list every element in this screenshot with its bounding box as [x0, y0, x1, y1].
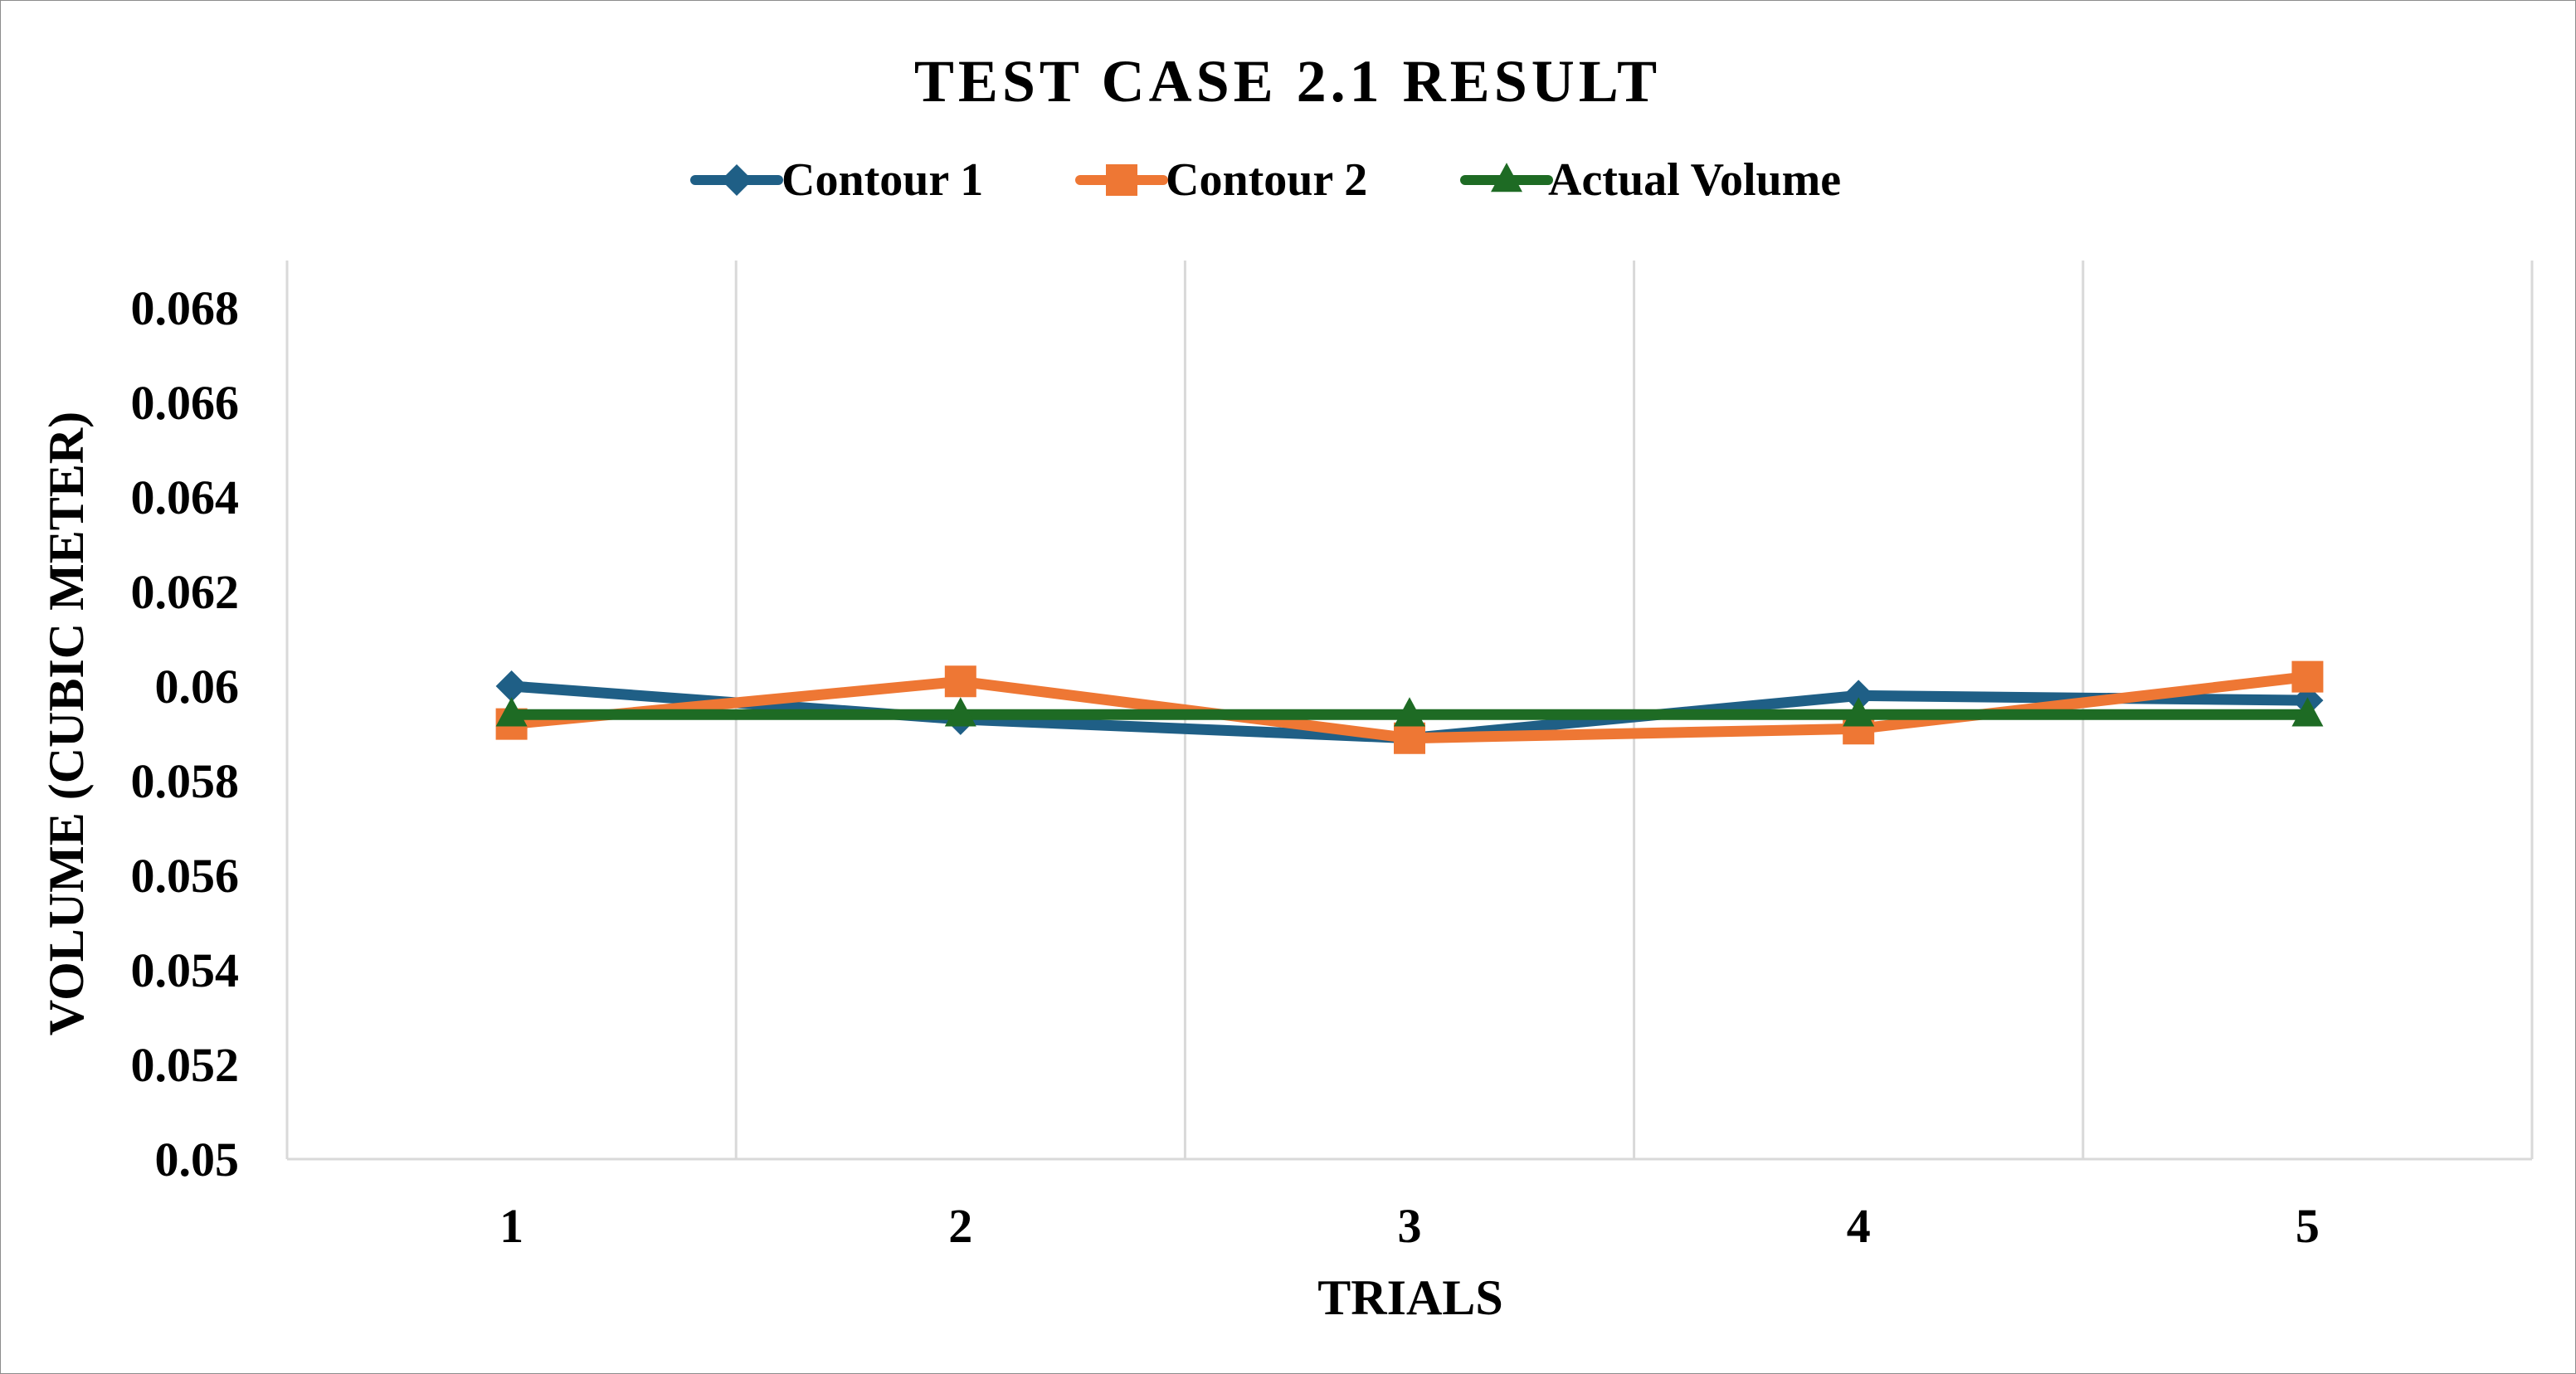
data-point-actual-volume [1394, 697, 1425, 727]
y-tick-label: 0.066 [131, 376, 240, 430]
data-point-contour-1 [1843, 680, 1875, 712]
x-tick-label: 5 [2296, 1199, 2320, 1253]
data-point-actual-volume [2291, 697, 2324, 727]
data-point-contour-2 [2291, 660, 2324, 693]
data-point-contour-1 [495, 670, 528, 702]
x-tick-label: 2 [948, 1199, 972, 1253]
data-point-contour-2 [1394, 722, 1425, 754]
series-actual-volume [495, 697, 2324, 727]
legend-label-actual-volume: Actual Volume [1548, 154, 1841, 206]
legend-marker-contour-1 [721, 164, 752, 196]
y-tick-label: 0.062 [131, 565, 240, 619]
legend-item-actual-volume: Actual Volume [1460, 154, 1841, 206]
data-point-actual-volume [1843, 697, 1875, 727]
legend: Contour 1 Contour 2 Actual Volume [690, 154, 1841, 206]
legend-label-contour-1: Contour 1 [782, 154, 983, 206]
y-tick-label: 0.058 [131, 754, 240, 808]
axes [285, 261, 2532, 1161]
x-axis-ticks: 1 2 3 4 5 [499, 1199, 2320, 1253]
x-tick-label: 4 [1847, 1199, 1871, 1253]
legend-marker-actual-volume [1491, 163, 1522, 192]
legend-item-contour-2: Contour 2 [1075, 154, 1367, 206]
y-axis-ticks: 0.05 0.052 0.054 0.056 0.058 0.06 0.062 0.064 0.… [131, 281, 240, 1186]
legend-label-contour-2: Contour 2 [1166, 154, 1367, 206]
data-point-contour-2 [944, 665, 976, 698]
y-tick-label: 0.068 [131, 281, 240, 335]
legend-item-contour-1: Contour 1 [690, 154, 983, 206]
x-axis-title: TRIALS [1317, 1270, 1502, 1325]
series-layer [495, 660, 2324, 754]
y-tick-label: 0.056 [131, 849, 240, 903]
y-tick-label: 0.054 [131, 943, 240, 997]
y-tick-label: 0.05 [155, 1133, 240, 1186]
y-tick-label: 0.064 [131, 470, 240, 524]
data-point-actual-volume [944, 697, 976, 727]
y-tick-label: 0.052 [131, 1038, 240, 1092]
chart-title: TEST CASE 2.1 RESULT [914, 48, 1661, 114]
legend-marker-contour-2 [1106, 164, 1137, 196]
y-tick-label: 0.06 [155, 660, 240, 714]
x-tick-label: 1 [499, 1199, 523, 1253]
y-axis-title: VOLUME (CUBIC METER) [39, 412, 94, 1035]
data-point-actual-volume [495, 697, 528, 727]
x-tick-label: 3 [1398, 1199, 1422, 1253]
